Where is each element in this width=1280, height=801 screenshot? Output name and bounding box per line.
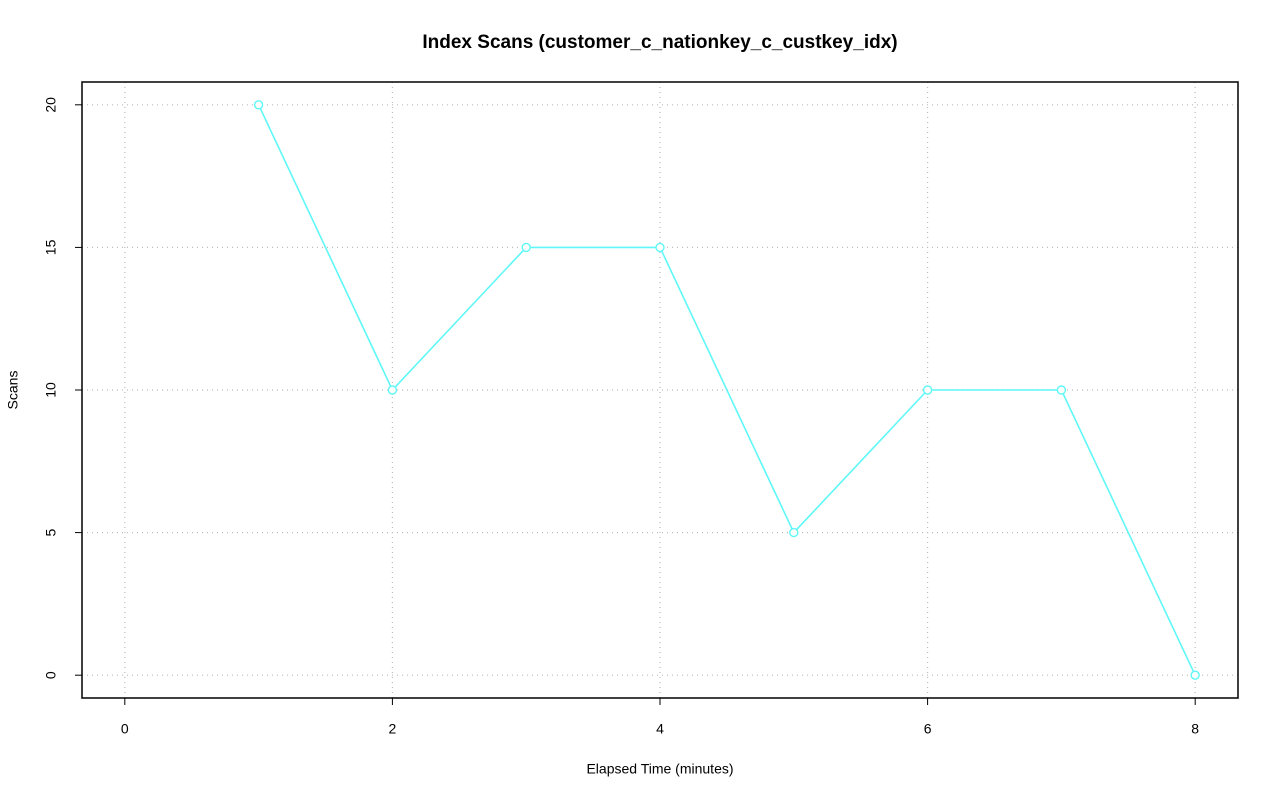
data-point <box>387 385 398 395</box>
x-tick-label: 0 <box>121 721 129 737</box>
y-tick-label: 10 <box>43 382 59 398</box>
y-tick-label: 5 <box>43 528 59 536</box>
series-line <box>257 104 1196 676</box>
data-point <box>1056 385 1067 395</box>
data-point <box>655 242 665 253</box>
x-tick-label: 2 <box>389 721 397 737</box>
y-axis-label: Scans <box>5 371 21 410</box>
data-point <box>1190 670 1200 680</box>
data-point <box>922 385 933 395</box>
data-point <box>253 100 264 110</box>
y-tick-label: 15 <box>43 239 59 255</box>
plot-frame <box>81 81 1239 699</box>
data-point <box>521 242 531 253</box>
data-point <box>789 527 799 538</box>
x-axis-label: Elapsed Time (minutes) <box>586 761 733 777</box>
chart-title: Index Scans (customer_c_nationkey_c_cust… <box>422 32 897 53</box>
x-tick-label: 6 <box>924 721 932 737</box>
y-tick-label: 0 <box>43 671 59 679</box>
x-tick-label: 8 <box>1191 721 1199 737</box>
y-tick-label: 20 <box>43 97 59 113</box>
x-tick-label: 4 <box>656 721 664 737</box>
